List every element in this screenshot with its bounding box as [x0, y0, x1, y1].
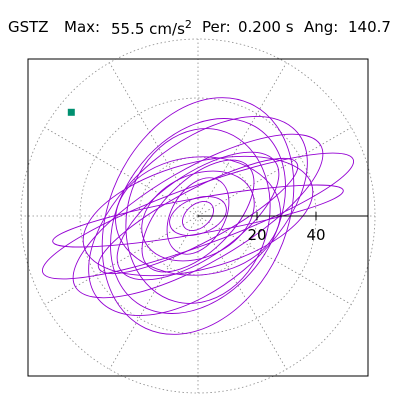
trace-loop-5 — [110, 118, 286, 314]
trace-loop-16 — [125, 128, 271, 304]
radial-tick-label-20: 20 — [247, 226, 266, 244]
grid-spoke-210 — [44, 215, 199, 305]
trace-loop-8 — [141, 159, 255, 273]
max-value-text: 55.5 cm/s — [111, 20, 185, 38]
radial-ticks: 20 40 — [247, 212, 326, 244]
trace-loop-10 — [166, 177, 230, 255]
trace-loop-13 — [52, 184, 344, 248]
trace-loop-12 — [182, 201, 214, 231]
max-label: Max: — [64, 18, 101, 36]
trace-loop-14 — [101, 97, 295, 335]
period-label: Per: — [202, 18, 231, 36]
trace-loop-15 — [97, 157, 299, 275]
plot-header: GSTZ Max: 55.5 cm/s2 Per: 0.200 s Ang: 1… — [0, 12, 400, 42]
angle-value: 140.7 — [348, 18, 391, 36]
trace-end-marker — [67, 108, 75, 116]
period-value: 0.200 s — [238, 18, 294, 36]
plot-frame — [27, 58, 369, 377]
station-code: GSTZ — [8, 18, 49, 36]
grid-spoke-240 — [109, 215, 199, 370]
angle-label: Ang: — [304, 18, 339, 36]
trace-layer — [41, 97, 355, 335]
trace-loop-2 — [72, 133, 324, 299]
radial-tick-label-40: 40 — [306, 226, 325, 244]
max-value: 55.5 cm/s2 — [111, 18, 192, 38]
grid-spoke-30 — [197, 127, 352, 217]
trace-loop-9 — [141, 170, 255, 262]
trace-loop-3 — [88, 116, 308, 316]
trace-loop-7 — [115, 156, 281, 276]
max-exponent: 2 — [184, 18, 192, 31]
grid-spoke-60 — [197, 62, 287, 217]
trace-loop-1 — [41, 152, 355, 280]
